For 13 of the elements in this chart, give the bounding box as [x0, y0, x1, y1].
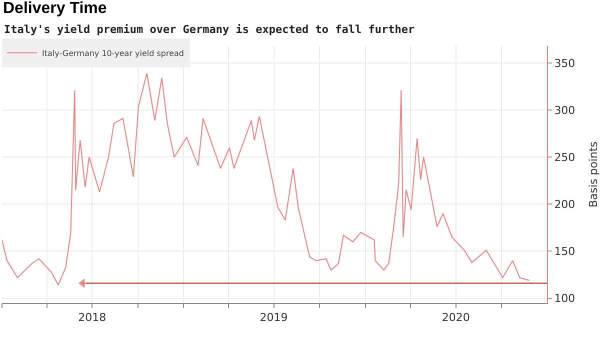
y-axis-title: Basis points	[587, 141, 600, 208]
y-tick-label: 150	[554, 245, 576, 258]
x-tick-label: 2018	[78, 311, 106, 324]
y-tick-label: 250	[554, 150, 576, 164]
y-tick-label: 350	[554, 56, 576, 70]
y-tick-label: 200	[554, 198, 576, 211]
x-tick-label: 2019	[260, 311, 288, 324]
chart-title: Delivery Time	[3, 0, 107, 17]
chart-subtitle: Italy's yield premium over Germany is expected to fall further	[4, 23, 415, 36]
x-tick-label: 2020	[442, 311, 470, 324]
legend-label: Italy-Germany 10-year yield spread	[42, 48, 184, 58]
y-tick-label: 100	[554, 292, 576, 306]
y-tick-label: 300	[554, 104, 576, 117]
